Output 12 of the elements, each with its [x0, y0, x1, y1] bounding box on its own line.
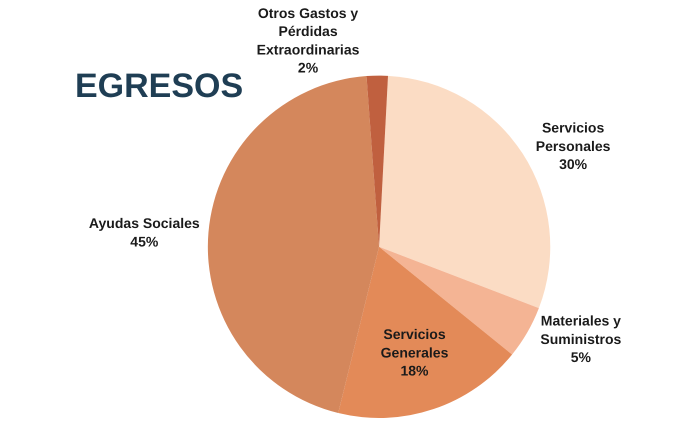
slice-label: Servicios Generales [380, 326, 449, 360]
slice-label: Materiales y Suministros [540, 312, 622, 347]
data-label: 30% [559, 156, 588, 172]
data-label: 2% [298, 60, 319, 76]
pie-slice [338, 246, 512, 418]
slice-label: Ayudas Sociales [88, 215, 200, 232]
data-label: 5% [570, 349, 592, 366]
text: EGRESOS [75, 67, 244, 105]
slice-label: Otros Gastos y Pérdidas Extraordinarias [256, 5, 360, 58]
data-label: 18% [400, 362, 430, 379]
slice-label: Servicios Personales [536, 120, 611, 154]
data-label: 45% [130, 233, 159, 250]
